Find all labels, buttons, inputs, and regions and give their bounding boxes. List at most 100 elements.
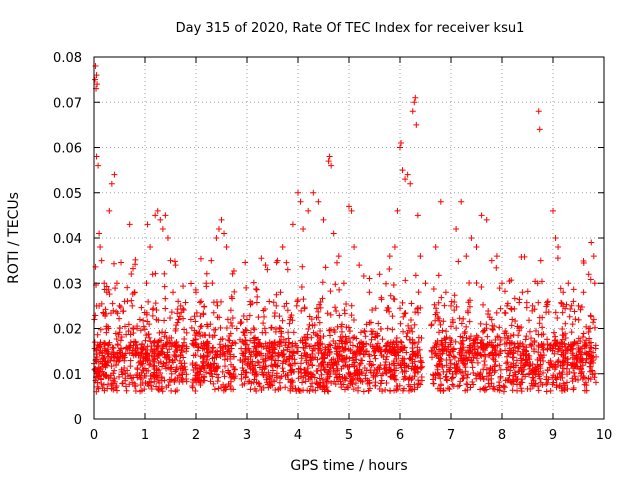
data-point-background: [367, 341, 374, 348]
data-point-background: [448, 375, 455, 382]
data-point-background: [313, 379, 320, 386]
data-point-background: [519, 341, 526, 348]
data-point-background: [586, 353, 593, 360]
data-point-background: [474, 339, 481, 346]
data-point-background: [570, 341, 577, 348]
data-point-background: [112, 384, 119, 391]
data-point-background: [436, 385, 443, 392]
data-point-background: [243, 327, 250, 334]
data-point-background: [538, 331, 545, 338]
data-point-background: [375, 364, 382, 371]
data-point-background: [193, 309, 200, 316]
data-point-background: [455, 258, 462, 265]
data-point: [92, 76, 99, 83]
data-point-background: [271, 346, 278, 353]
data-point-background: [350, 386, 357, 393]
data-point-background: [172, 368, 179, 375]
data-point-background: [469, 344, 476, 351]
data-point-background: [108, 372, 115, 379]
data-point-background: [438, 342, 445, 349]
data-point-background: [383, 280, 390, 287]
data-point-background: [167, 364, 174, 371]
data-point-background: [529, 361, 536, 368]
data-point: [407, 180, 414, 187]
data-point-background: [242, 337, 249, 344]
data-point-background: [359, 378, 366, 385]
data-point-background: [343, 339, 350, 346]
data-point-background: [316, 375, 323, 382]
data-point-background: [447, 323, 454, 330]
data-point-background: [97, 339, 104, 346]
data-point-background: [145, 367, 152, 374]
data-point-background: [96, 343, 103, 350]
data-point-background: [302, 340, 309, 347]
data-point-background: [569, 345, 576, 352]
data-point-background: [412, 309, 419, 316]
data-point-background: [571, 308, 578, 315]
data-point-background: [569, 350, 576, 357]
data-point-background: [505, 350, 512, 357]
data-point-background: [133, 371, 140, 378]
data-point-background: [440, 347, 447, 354]
data-point-background: [242, 345, 249, 352]
data-point-background: [125, 328, 132, 334]
data-point: [162, 212, 169, 219]
data-point-background: [486, 314, 493, 321]
data-point-background: [261, 305, 268, 312]
data-point-background: [590, 319, 597, 326]
data-point-background: [306, 321, 313, 328]
data-point: [463, 253, 470, 260]
data-point-background: [517, 352, 524, 359]
y-tick-label: 0.07: [53, 96, 82, 111]
data-point-background: [219, 368, 226, 375]
data-point-background: [369, 306, 376, 313]
data-point-background: [501, 341, 508, 348]
data-point-background: [323, 369, 330, 376]
data-point-background: [349, 361, 356, 368]
data-point-background: [307, 383, 314, 390]
data-point-background: [125, 321, 132, 328]
data-point-background: [414, 384, 421, 391]
data-point: [555, 244, 562, 251]
data-point-background: [428, 321, 435, 328]
data-point-background: [407, 354, 414, 361]
data-point-background: [587, 325, 594, 332]
data-point-background: [140, 317, 147, 324]
data-point-background: [435, 299, 442, 306]
data-point-background: [367, 358, 374, 365]
data-point: [413, 121, 420, 128]
data-point-background: [278, 340, 285, 347]
data-point-background: [374, 340, 381, 347]
data-point-background: [563, 347, 570, 354]
data-point-background: [375, 347, 382, 354]
data-point-background: [551, 366, 558, 373]
data-point-background: [320, 333, 327, 340]
data-point-background: [508, 277, 515, 284]
data-point: [96, 230, 103, 237]
data-point-background: [532, 380, 539, 387]
data-point-background: [242, 259, 249, 266]
data-point-background: [134, 325, 141, 332]
data-point: [552, 235, 559, 241]
data-point-background: [524, 385, 531, 392]
data-point-background: [273, 291, 280, 298]
data-point-background: [485, 308, 492, 315]
data-point-background: [131, 289, 138, 296]
data-point-background: [540, 352, 547, 359]
data-point-background: [223, 325, 230, 332]
data-point-background: [316, 336, 323, 343]
data-point: [351, 244, 358, 251]
data-point-background: [343, 300, 350, 307]
data-point-background: [254, 358, 261, 365]
data-point-background: [273, 370, 280, 377]
data-point-background: [158, 348, 165, 355]
data-point-background: [207, 378, 214, 385]
data-point-background: [449, 374, 456, 381]
data-point-background: [104, 385, 111, 392]
data-point-background: [120, 308, 127, 315]
data-point-background: [175, 316, 182, 323]
data-point-background: [230, 268, 237, 275]
data-point-background: [568, 361, 575, 368]
data-point-background: [490, 326, 497, 333]
